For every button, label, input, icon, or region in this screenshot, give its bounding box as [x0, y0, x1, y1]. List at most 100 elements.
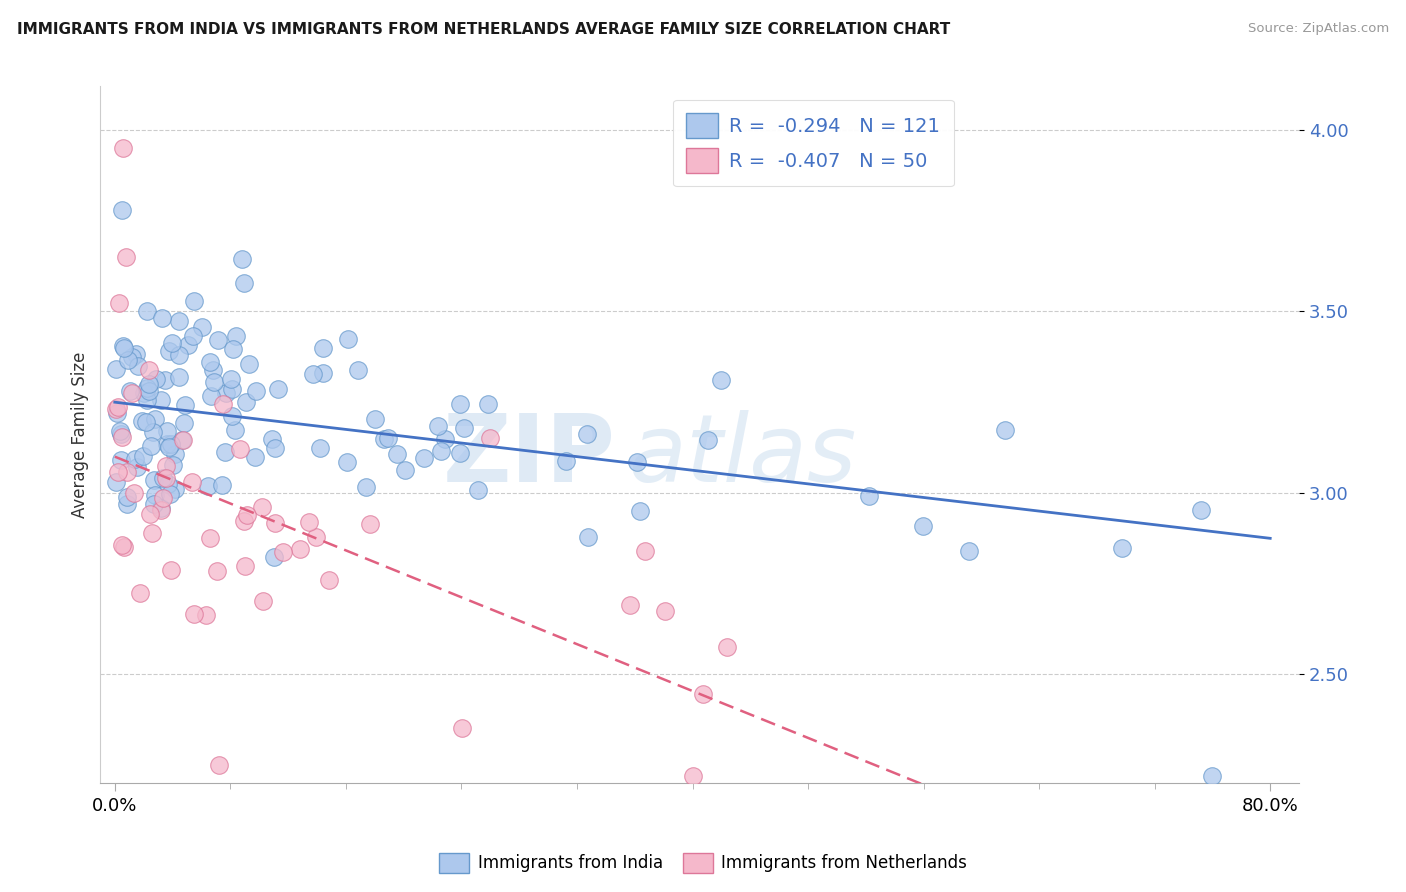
Point — [121, 350, 143, 364]
Point — [121, 385, 143, 400]
Point — [434, 432, 457, 446]
Point — [117, 465, 139, 479]
Point — [181, 329, 204, 343]
Point — [177, 338, 200, 352]
Point — [135, 393, 157, 408]
Point — [141, 525, 163, 540]
Point — [202, 363, 225, 377]
Point — [124, 347, 146, 361]
Point — [157, 441, 180, 455]
Point — [426, 419, 449, 434]
Point — [167, 314, 190, 328]
Point — [221, 409, 243, 423]
Point — [208, 758, 231, 772]
Point — [143, 488, 166, 502]
Point — [124, 485, 146, 500]
Text: ZIP: ZIP — [443, 409, 616, 502]
Point — [385, 447, 408, 461]
Point — [413, 450, 436, 465]
Text: IMMIGRANTS FROM INDIA VS IMMIGRANTS FROM NETHERLANDS AVERAGE FAMILY SIZE CORRELA: IMMIGRANTS FROM INDIA VS IMMIGRANTS FROM… — [17, 22, 950, 37]
Point — [135, 381, 157, 395]
Point — [359, 516, 381, 531]
Point — [311, 366, 333, 380]
Point — [107, 296, 129, 310]
Point — [302, 368, 325, 382]
Point — [619, 598, 641, 612]
Point — [957, 544, 980, 558]
Point — [232, 276, 254, 290]
Point — [197, 479, 219, 493]
Point — [449, 397, 471, 411]
Point — [138, 362, 160, 376]
Point — [347, 363, 370, 377]
Point — [141, 439, 163, 453]
Point — [105, 401, 128, 416]
Point — [117, 352, 139, 367]
Point — [143, 473, 166, 487]
Point — [132, 450, 155, 464]
Point — [165, 448, 187, 462]
Point — [238, 357, 260, 371]
Point — [477, 396, 499, 410]
Point — [141, 425, 163, 439]
Point — [160, 437, 183, 451]
Point — [451, 721, 474, 735]
Point — [153, 373, 176, 387]
Point — [115, 497, 138, 511]
Point — [710, 373, 733, 387]
Point — [555, 454, 578, 468]
Point — [243, 450, 266, 465]
Point — [112, 540, 135, 554]
Legend: R =  -0.294   N = 121, R =  -0.407   N = 50: R = -0.294 N = 121, R = -0.407 N = 50 — [673, 100, 953, 186]
Point — [110, 426, 132, 441]
Point — [267, 382, 290, 396]
Point — [298, 516, 321, 530]
Point — [626, 454, 648, 468]
Point — [575, 426, 598, 441]
Point — [107, 400, 129, 414]
Point — [110, 453, 132, 467]
Point — [145, 372, 167, 386]
Point — [478, 431, 501, 445]
Point — [214, 445, 236, 459]
Y-axis label: Average Family Size: Average Family Size — [72, 351, 89, 518]
Point — [183, 293, 205, 308]
Point — [467, 483, 489, 497]
Point — [156, 425, 179, 439]
Point — [167, 348, 190, 362]
Point — [430, 444, 453, 458]
Point — [195, 608, 218, 623]
Point — [139, 508, 162, 522]
Point — [682, 769, 704, 783]
Point — [1201, 769, 1223, 783]
Point — [159, 563, 181, 577]
Point — [149, 503, 172, 517]
Point — [229, 442, 252, 456]
Point — [155, 458, 177, 473]
Point — [233, 514, 256, 528]
Point — [288, 542, 311, 557]
Point — [211, 478, 233, 492]
Point — [183, 607, 205, 621]
Point — [127, 359, 149, 373]
Point — [200, 355, 222, 369]
Point — [235, 394, 257, 409]
Point — [107, 465, 129, 479]
Point — [219, 372, 242, 386]
Point — [135, 415, 157, 429]
Point — [305, 530, 328, 544]
Point — [236, 508, 259, 522]
Point — [149, 500, 172, 515]
Point — [377, 431, 399, 445]
Point — [373, 433, 395, 447]
Point — [202, 375, 225, 389]
Point — [150, 310, 173, 325]
Point — [157, 476, 180, 491]
Point — [172, 433, 194, 447]
Point — [124, 451, 146, 466]
Point — [634, 543, 657, 558]
Point — [264, 442, 287, 456]
Point — [156, 437, 179, 451]
Point — [129, 586, 152, 600]
Point — [138, 377, 160, 392]
